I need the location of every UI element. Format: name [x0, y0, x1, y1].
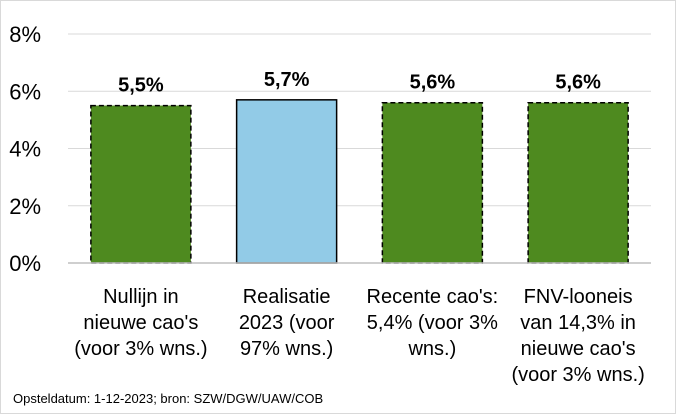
- category-label-line: 97% wns.): [240, 338, 333, 360]
- category-label: Realisatie 2023 (voor 97% wns.): [239, 286, 335, 360]
- category-label-line: Nullijn in: [103, 286, 179, 308]
- category-label-line: (voor 3% wns.): [511, 364, 644, 386]
- category-label-line: Recente cao's:: [367, 286, 499, 308]
- data-label: 5,5%: [118, 75, 164, 97]
- y-tick-label: 6%: [9, 79, 41, 104]
- y-tick-label: 4%: [9, 137, 41, 162]
- category-label-line: (voor 3% wns.): [74, 338, 207, 360]
- data-label: 5,6%: [555, 72, 601, 94]
- data-label: 5,6%: [410, 72, 456, 94]
- bar: [381, 101, 484, 264]
- category-label: Nullijn in nieuwe cao's (voor 3% wns.): [74, 286, 207, 360]
- category-label-line: FNV-looneis: [524, 286, 633, 308]
- category-label-line: Realisatie: [243, 286, 331, 308]
- data-label: 5,7%: [264, 69, 310, 91]
- category-label: FNV-looneis van 14,3% in nieuwe cao's (voor…: [511, 286, 644, 386]
- y-tick-label: 2%: [9, 194, 41, 219]
- category-label: Recente cao's: 5,4% (voor 3% wns.): [367, 286, 499, 360]
- category-label-line: nieuwe cao's: [521, 338, 636, 360]
- bar: [90, 104, 192, 264]
- category-label-line: 2023 (voor: [239, 312, 335, 334]
- y-tick-label: 0%: [9, 251, 41, 276]
- y-tick-label: 8%: [9, 22, 41, 47]
- category-label-line: 5,4% (voor 3%: [367, 312, 498, 334]
- bar: [235, 99, 338, 264]
- category-label-line: wns.): [407, 338, 456, 360]
- category-label-line: van 14,3% in: [520, 312, 636, 334]
- bar: [527, 101, 629, 264]
- source-footnote: Opsteldatum: 1-12-2023; bron: SZW/DGW/UA…: [13, 391, 324, 406]
- category-label-line: nieuwe cao's: [83, 312, 198, 334]
